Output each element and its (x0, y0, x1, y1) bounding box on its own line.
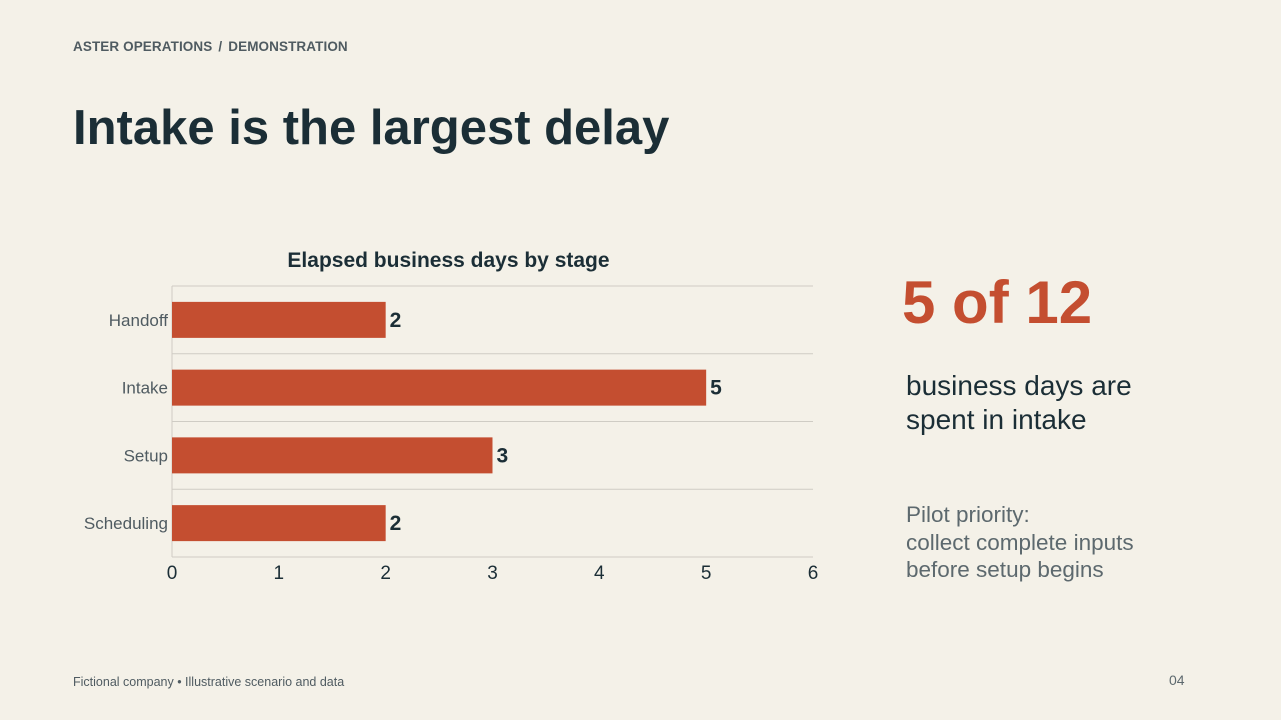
breadcrumb-section: DEMONSTRATION (228, 39, 348, 54)
pilot-priority-note: Pilot priority: collect complete inputs … (906, 501, 1236, 584)
x-tick-label: 4 (594, 563, 605, 584)
category-label: Intake (122, 379, 168, 398)
x-tick-label: 0 (167, 563, 178, 584)
x-tick-label: 6 (808, 563, 819, 584)
data-label: 2 (390, 512, 402, 535)
kpi-description-line-1: business days are (906, 370, 1132, 401)
x-tick-label: 3 (487, 563, 498, 584)
breadcrumb-company: ASTER OPERATIONS (73, 39, 213, 54)
kpi-value: 5 of 12 (902, 269, 1093, 336)
chart-title: Elapsed business days by stage (287, 249, 610, 272)
breadcrumb: ASTER OPERATIONS / DEMONSTRATION (73, 39, 348, 54)
footer-caption: Fictional company • Illustrative scenari… (73, 675, 345, 689)
bar (172, 505, 386, 542)
note-line-2: collect complete inputs (906, 529, 1134, 555)
note-line-1: Pilot priority: (906, 502, 1030, 527)
bar (172, 369, 707, 406)
x-tick-label: 5 (701, 563, 712, 584)
data-label: 5 (710, 377, 722, 400)
x-tick-label: 2 (380, 563, 391, 584)
page-number: 04 (1169, 672, 1185, 688)
bar (172, 301, 386, 338)
data-label: 2 (390, 309, 402, 332)
category-label: Scheduling (84, 514, 168, 533)
bar (172, 437, 493, 474)
category-label: Setup (124, 446, 168, 465)
breadcrumb-separator: / (218, 39, 223, 54)
x-tick-label: 1 (274, 563, 285, 584)
kpi-description: business days are spent in intake (906, 369, 1226, 437)
kpi-description-line-2: spent in intake (906, 404, 1087, 435)
category-label: Handoff (109, 311, 169, 330)
note-line-3: before setup begins (906, 557, 1104, 582)
data-label: 3 (497, 444, 509, 467)
bar-chart: Handoff 2 Intake 5 Setup 3 Scheduling 2 0 1 2 3 4 5 6 (84, 285, 819, 584)
slide-title: Intake is the largest delay (73, 101, 670, 155)
